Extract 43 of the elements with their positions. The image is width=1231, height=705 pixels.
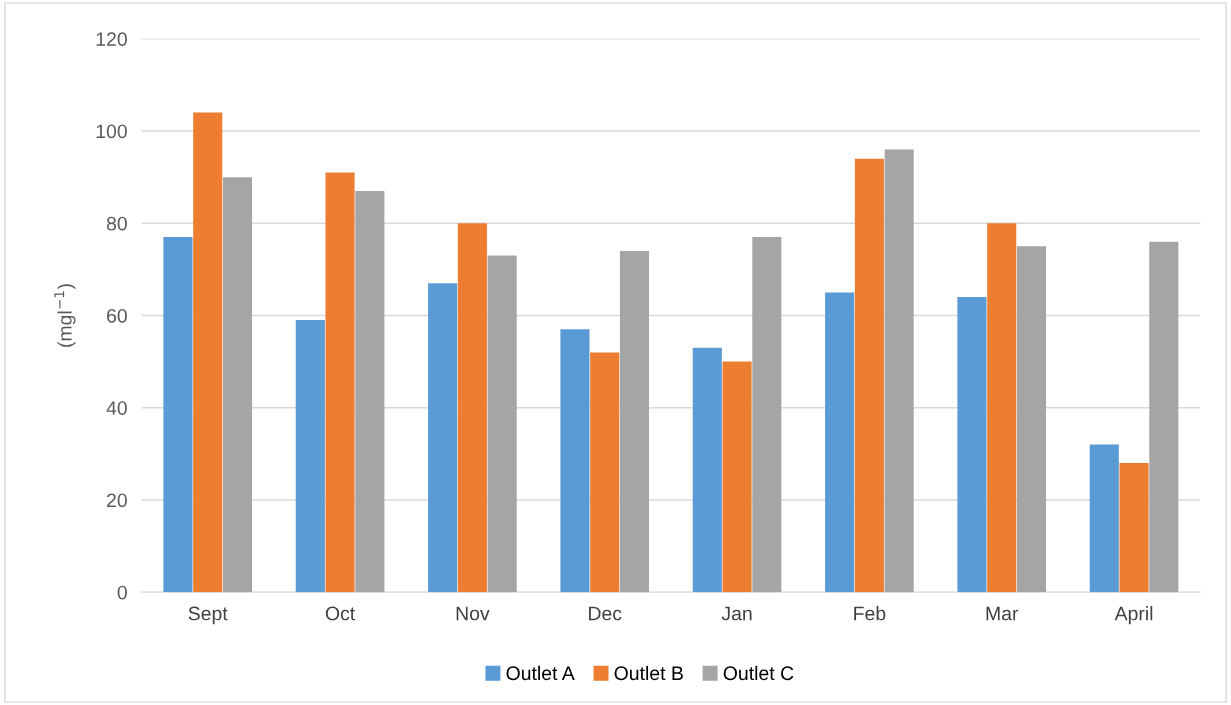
- bar: [457, 223, 487, 593]
- bar: [692, 347, 722, 593]
- y-tick-label: 40: [106, 401, 127, 415]
- bar: [487, 255, 517, 593]
- legend-label: Outlet C: [723, 665, 794, 681]
- bar: [752, 237, 782, 593]
- x-tick-label: Sept: [188, 606, 228, 625]
- bar: [1016, 246, 1047, 593]
- bar: [884, 149, 914, 593]
- bar: [325, 172, 355, 593]
- x-tick-label: Feb: [854, 606, 886, 621]
- legend-label: Outlet A: [506, 665, 575, 681]
- y-tick-label: 0: [117, 585, 127, 600]
- bar: [428, 283, 458, 593]
- bar: [957, 297, 987, 593]
- bar: [854, 158, 884, 593]
- bar: [825, 292, 855, 593]
- x-tick-label: April: [1114, 606, 1153, 625]
- bar: [1119, 463, 1149, 593]
- legend-label: Outlet B: [614, 665, 683, 681]
- x-tick-label: Dec: [589, 606, 622, 621]
- bar: [1089, 444, 1119, 593]
- y-axis-title: (mgl$^{−1}$): [54, 284, 76, 347]
- x-tick-label: Nov: [456, 606, 490, 621]
- y-tick-label: 120: [96, 32, 127, 47]
- bar: [722, 361, 752, 593]
- bar: [590, 352, 620, 593]
- x-tick-label: Oct: [325, 606, 356, 621]
- bar: [355, 190, 385, 593]
- bar: [193, 112, 223, 593]
- bar: [163, 237, 193, 593]
- bar: [560, 329, 590, 593]
- bar: [987, 223, 1017, 593]
- y-tick-label: 20: [107, 493, 127, 508]
- y-tick-label: 80: [106, 216, 127, 231]
- bar: [619, 250, 650, 593]
- x-tick-label: Mar: [986, 606, 1019, 621]
- bar: [1149, 241, 1179, 593]
- y-tick-label: 60: [107, 308, 127, 323]
- bar: [222, 177, 253, 593]
- bar: [295, 320, 325, 593]
- x-tick-label: Jan: [721, 606, 752, 621]
- y-tick-label: 100: [96, 124, 127, 139]
